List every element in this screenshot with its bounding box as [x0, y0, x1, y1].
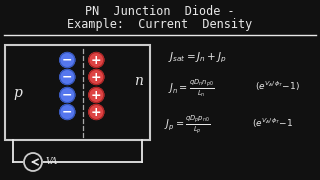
Circle shape — [60, 53, 75, 68]
Text: p: p — [13, 86, 22, 100]
Text: $(e^{V_A/\phi_T}\!-\!1$: $(e^{V_A/\phi_T}\!-\!1$ — [252, 116, 293, 130]
Circle shape — [60, 69, 75, 84]
Text: $J_n = \frac{qD_n n_{p0}}{L_n}$: $J_n = \frac{qD_n n_{p0}}{L_n}$ — [168, 77, 214, 99]
Text: −: − — [62, 105, 73, 118]
Text: n: n — [133, 74, 142, 88]
Bar — [5, 45, 150, 140]
Text: +: + — [91, 53, 102, 66]
Text: PN  Junction  Diode -: PN Junction Diode - — [85, 4, 235, 17]
Circle shape — [60, 105, 75, 120]
Circle shape — [24, 153, 42, 171]
Text: +: + — [91, 105, 102, 118]
Text: Example:  Current  Density: Example: Current Density — [68, 17, 252, 30]
Circle shape — [89, 53, 104, 68]
Text: $(e^{V_A/\phi_T}\!-\!1)$: $(e^{V_A/\phi_T}\!-\!1)$ — [255, 79, 300, 93]
Circle shape — [89, 87, 104, 102]
Text: $J_p = \frac{qD_p p_{n0}}{L_p}$: $J_p = \frac{qD_p p_{n0}}{L_p}$ — [164, 114, 211, 136]
Text: $J_{sat} = J_n + J_p$: $J_{sat} = J_n + J_p$ — [168, 51, 227, 65]
Text: VA: VA — [46, 156, 58, 165]
Text: −: − — [62, 71, 73, 84]
Circle shape — [89, 69, 104, 84]
Circle shape — [60, 87, 75, 102]
Text: +: + — [91, 71, 102, 84]
Text: +: + — [91, 89, 102, 102]
Text: −: − — [62, 89, 73, 102]
Text: −: − — [62, 53, 73, 66]
Circle shape — [89, 105, 104, 120]
